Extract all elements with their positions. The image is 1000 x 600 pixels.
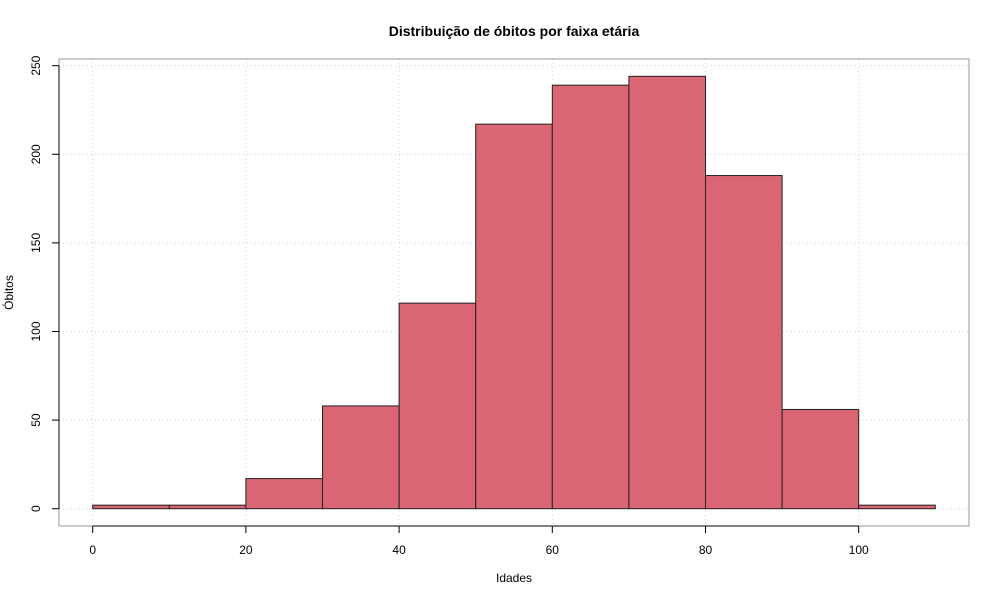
y-tick-label: 150: [29, 233, 43, 253]
histogram-bar: [704, 175, 783, 510]
x-tick-label: 60: [546, 543, 560, 557]
x-tick-label: 0: [89, 543, 96, 557]
histogram-bar: [322, 405, 400, 510]
histogram-bar: [551, 84, 630, 510]
histogram-bar: [628, 75, 706, 510]
histogram-bar: [475, 123, 553, 510]
histogram-bar: [781, 408, 860, 510]
x-tick-label: 80: [699, 543, 713, 557]
y-tick-label: 200: [29, 144, 43, 164]
y-tick-label: 100: [29, 321, 43, 341]
x-tick-label: 20: [239, 543, 253, 557]
histogram-bar: [92, 504, 170, 510]
y-axis-label: Óbitos: [1, 275, 16, 310]
y-tick-label: 50: [29, 413, 43, 427]
histogram-bar: [245, 478, 324, 510]
chart-title: Distribuição de óbitos por faixa etária: [389, 23, 640, 39]
y-axis: 0 50 100 150 200 250: [29, 55, 60, 512]
x-axis-label: Idades: [496, 571, 532, 585]
y-tick-label: 0: [29, 505, 43, 512]
x-tick-label: 40: [392, 543, 406, 557]
histogram-bar: [398, 302, 477, 510]
histogram-bar: [858, 504, 936, 510]
histogram-bars: [92, 75, 936, 510]
histogram-bar: [168, 504, 247, 510]
y-tick-label: 250: [29, 55, 43, 75]
x-axis: 0 20 40 60 80 100: [89, 525, 869, 557]
x-tick-label: 100: [849, 543, 869, 557]
